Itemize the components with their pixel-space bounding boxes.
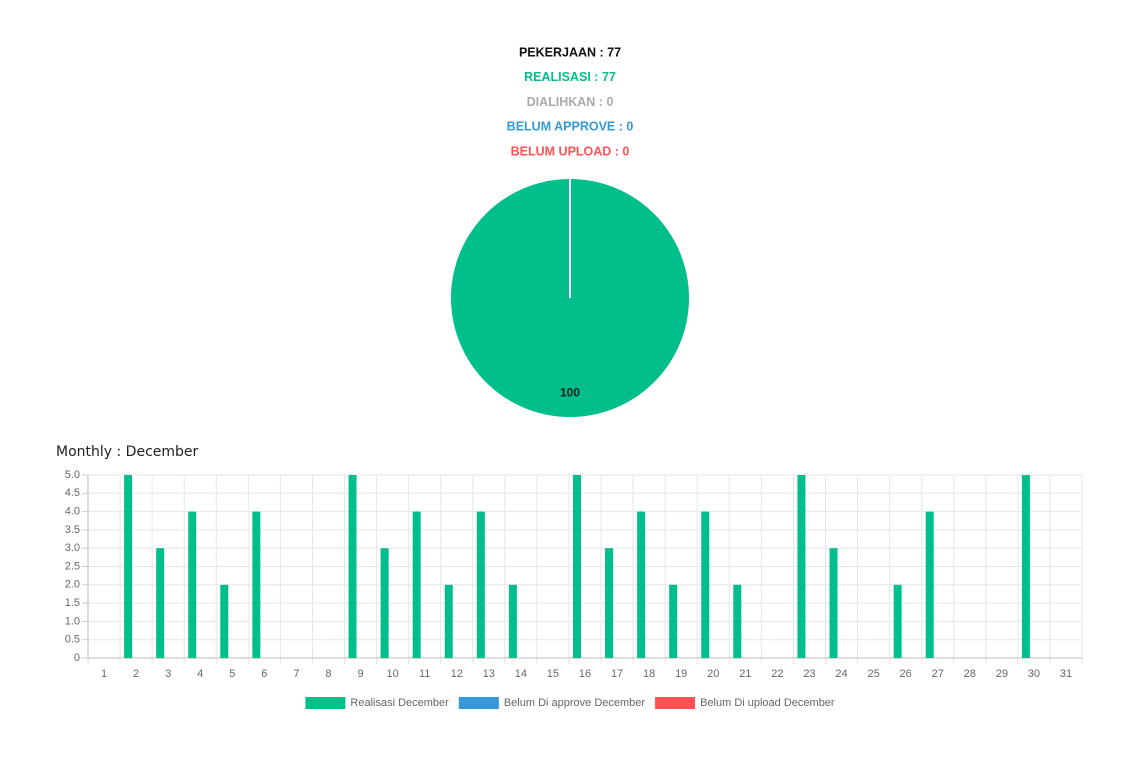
y-tick-label: 3.0: [65, 542, 80, 554]
y-tick-label: 1.5: [65, 597, 80, 609]
bar: [380, 548, 389, 658]
y-tick-label: 0.5: [65, 634, 80, 646]
bar: [573, 475, 581, 658]
x-tick-label: 25: [867, 668, 879, 680]
slice-label: 100: [560, 385, 580, 399]
x-tick-label: 31: [1060, 668, 1072, 680]
bar: [508, 584, 517, 658]
summary-line: DIALIHKAN : 0: [527, 95, 614, 109]
x-tick-label: 5: [229, 668, 235, 680]
x-tick-label: 20: [707, 668, 719, 680]
legend-label: Belum Di upload December: [700, 697, 835, 709]
y-tick-label: 4.5: [65, 487, 80, 499]
legend-swatch: [458, 697, 499, 709]
x-tick-label: 9: [357, 668, 363, 680]
bar: [669, 584, 678, 658]
bar: [188, 511, 197, 658]
legend-label: Realisasi December: [350, 697, 449, 709]
bar: [1021, 475, 1030, 658]
bar: [124, 475, 133, 658]
y-tick-label: 5.0: [65, 469, 80, 481]
x-tick-label: 26: [900, 668, 912, 680]
x-tick-label: 3: [165, 668, 171, 680]
x-tick-label: 2: [133, 668, 139, 680]
x-tick-label: 24: [835, 668, 847, 680]
x-tick-label: 22: [771, 668, 783, 680]
bar: [220, 584, 229, 658]
x-tick-label: 15: [547, 668, 559, 680]
bar: [605, 548, 614, 658]
bar: [797, 475, 806, 658]
x-tick-label: 6: [261, 668, 267, 680]
x-tick-label: 19: [675, 668, 687, 680]
bar: [701, 511, 710, 658]
x-tick-label: 7: [293, 668, 299, 680]
x-tick-label: 18: [643, 668, 655, 680]
summary-line: BELUM UPLOAD : 0: [511, 144, 630, 158]
y-tick-label: 2.5: [65, 560, 80, 572]
legend-label: Belum Di approve December: [504, 697, 646, 709]
bar: [444, 584, 453, 658]
bar: [893, 584, 902, 658]
bar: [156, 548, 165, 658]
x-tick-label: 29: [996, 668, 1008, 680]
y-tick-label: 1.0: [65, 615, 80, 627]
bar: [733, 584, 742, 658]
x-tick-label: 23: [803, 668, 815, 680]
chart-title: Monthly : December: [56, 444, 199, 460]
bar: [348, 475, 357, 658]
x-tick-label: 30: [1028, 668, 1040, 680]
x-tick-label: 12: [451, 668, 463, 680]
x-tick-label: 14: [515, 668, 527, 680]
x-tick-label: 1: [101, 668, 107, 680]
x-tick-label: 28: [964, 668, 976, 680]
summary-line: BELUM APPROVE : 0: [507, 120, 634, 134]
x-tick-label: 13: [483, 668, 495, 680]
y-tick-label: 4.0: [65, 506, 80, 518]
x-tick-label: 27: [932, 668, 944, 680]
bar: [252, 511, 261, 658]
bar: [476, 511, 485, 658]
x-tick-label: 17: [611, 668, 623, 680]
y-tick-label: 0: [74, 652, 80, 664]
x-tick-label: 16: [579, 668, 591, 680]
bar: [829, 548, 838, 658]
x-tick-label: 10: [386, 668, 398, 680]
x-tick-label: 4: [197, 668, 203, 680]
legend-swatch: [305, 697, 346, 709]
x-tick-label: 21: [739, 668, 751, 680]
y-tick-label: 3.5: [65, 524, 80, 536]
x-tick-label: 8: [325, 668, 331, 680]
y-tick-label: 2.0: [65, 579, 80, 591]
bar: [637, 511, 646, 658]
bar: [925, 511, 934, 658]
legend-swatch: [655, 697, 696, 709]
bar: [412, 511, 421, 658]
x-tick-label: 11: [419, 668, 430, 680]
summary-line: PEKERJAAN : 77: [519, 45, 621, 59]
summary-line: REALISASI : 77: [524, 70, 616, 84]
